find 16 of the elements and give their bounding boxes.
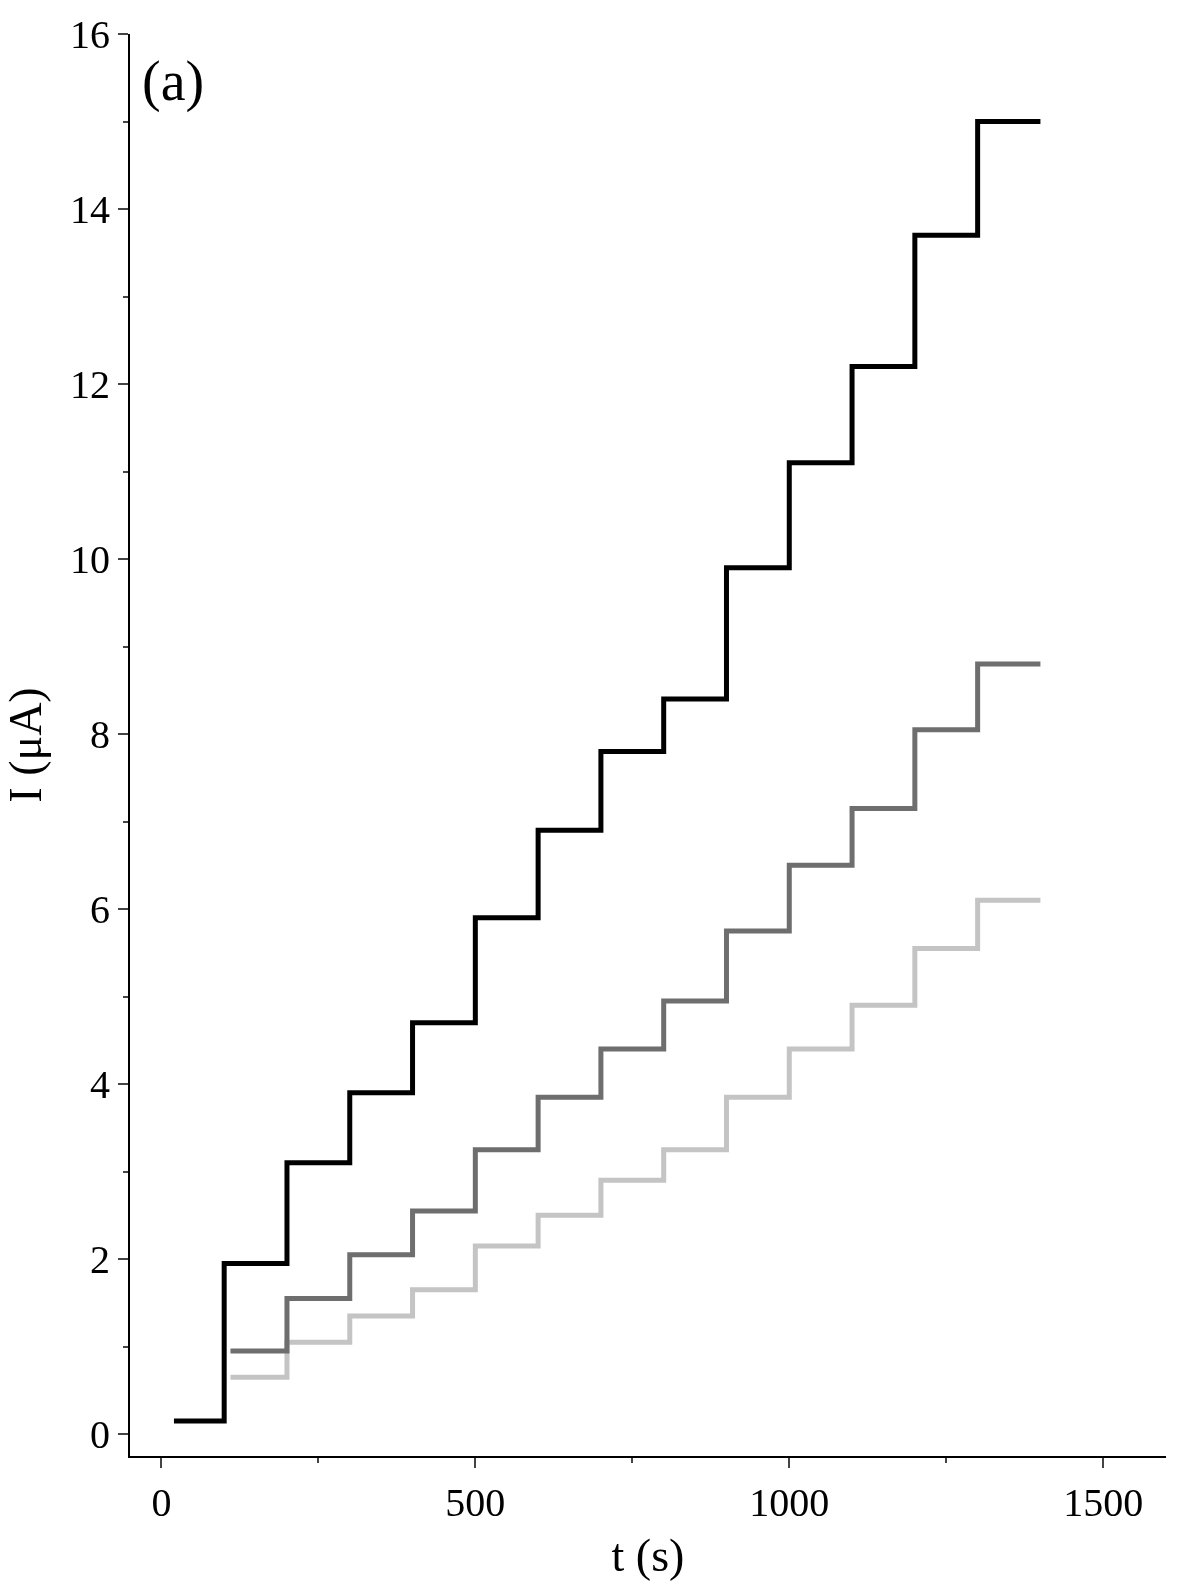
y-tick-label: 12 xyxy=(70,362,110,408)
x-axis-title: t (s) xyxy=(611,1530,685,1582)
x-tick-label: 1000 xyxy=(749,1480,830,1525)
y-tick-label: 8 xyxy=(90,712,110,758)
x-tick-label: 1500 xyxy=(1063,1480,1144,1525)
y-tick-label: 16 xyxy=(70,12,110,57)
y-tick-label: 14 xyxy=(70,187,110,233)
y-tick-label: 4 xyxy=(90,1062,110,1108)
y-tick-label: 0 xyxy=(90,1412,110,1458)
x-tick-label: 0 xyxy=(151,1480,172,1525)
y-axis-title: I (μA) xyxy=(0,687,51,803)
y-tick-label: 2 xyxy=(90,1237,110,1283)
annotation: (a) xyxy=(142,50,205,113)
x-tick-label: 500 xyxy=(445,1480,506,1525)
y-tick-label: 10 xyxy=(70,537,110,583)
y-tick-label: 6 xyxy=(90,887,110,933)
